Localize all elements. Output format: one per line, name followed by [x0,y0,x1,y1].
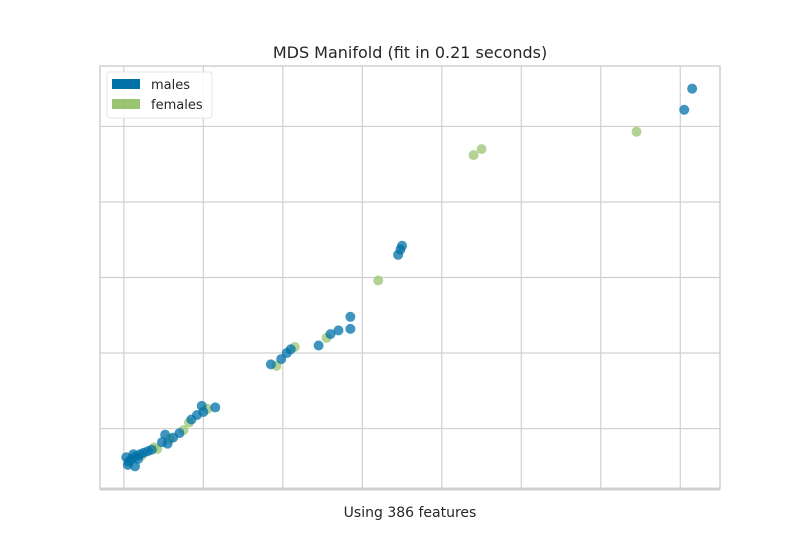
males-point-22 [265,359,276,370]
males-point-29 [345,323,356,334]
males-point-10 [128,449,139,460]
males-point-25 [285,344,296,355]
females-point-13 [476,144,487,155]
legend-swatch-females [112,99,140,109]
legend-label-males: males [151,78,190,93]
legend-label-females: females [151,98,203,113]
males-point-35 [687,83,698,94]
males-point-21 [210,402,221,413]
legend-swatch-males [112,79,140,89]
chart-title: MDS Manifold (fit in 0.21 seconds) [273,43,547,62]
males-point-28 [333,325,344,336]
males-point-5 [129,461,140,472]
scatter-markers [121,83,698,472]
males-point-33 [397,240,408,251]
males-point-26 [313,340,324,351]
females-point-12 [468,150,479,161]
males-point-11 [146,444,157,455]
males-point-16 [174,428,185,439]
females-point-11 [373,275,384,286]
males-point-30 [345,311,356,322]
gridlines [100,66,720,489]
males-point-13 [160,429,171,440]
females-point-14 [631,126,642,137]
males-point-27 [325,329,336,340]
males-point-20 [196,400,207,411]
legend: males females [106,71,213,119]
males-point-34 [679,104,690,115]
x-axis-label: Using 386 features [344,505,477,521]
